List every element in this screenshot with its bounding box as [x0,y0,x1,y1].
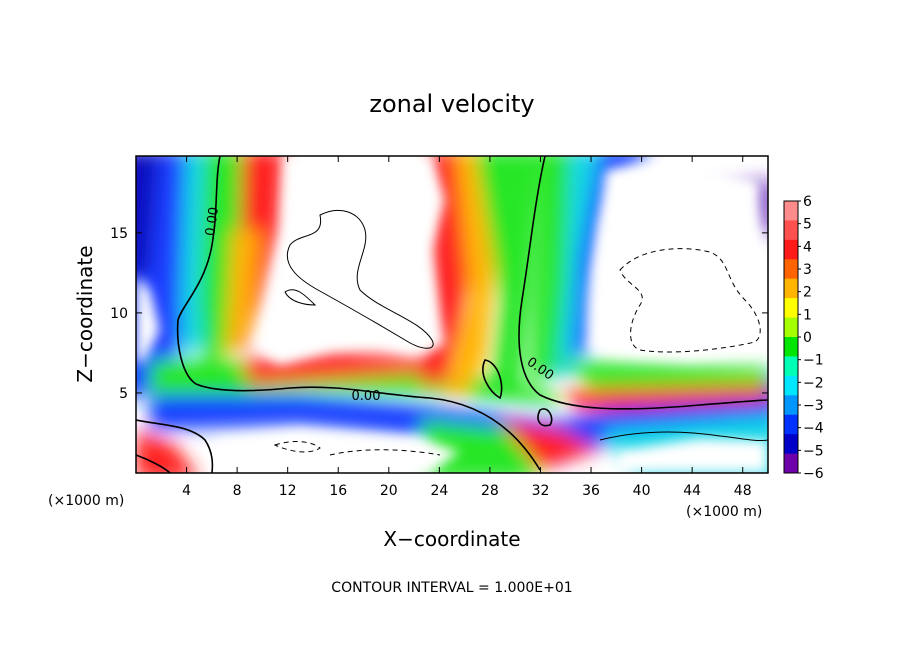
colorbar-segment [784,259,798,280]
x-tick-label: 48 [734,483,752,499]
x-tick-label: 16 [329,483,347,499]
x-tick-label: 24 [430,483,448,499]
colorbar: 6 5 4 3 2 1 0 −1 −2 −3 −4 −5 −6 [783,194,824,482]
colorbar-segment [784,337,798,357]
colorbar-segment [784,220,798,241]
colorbar-tick-label: −2 [803,375,824,391]
contour-interval: CONTOUR INTERVAL = 1.000E+01 [331,580,572,596]
colorbar-tick-label: 2 [803,285,812,301]
x-tick-label: 12 [279,483,297,499]
colorbar-segment [784,414,798,435]
colorbar-tick-label: −5 [803,443,824,459]
y-tick-label: 5 [119,386,128,402]
x-tick-label: 40 [633,483,651,499]
x-tick-label: 20 [380,483,398,499]
x-tick-label: 28 [481,483,499,499]
x-tick-label: 8 [233,483,242,499]
plot-frame [135,155,769,474]
colorbar-tick-label: 3 [803,262,812,278]
colorbar-tick-label: 1 [803,307,812,323]
x-tick-label: 44 [683,483,701,499]
negative-contours [273,248,761,456]
y-tick-label: 10 [110,306,128,322]
x-tick-label: 32 [532,483,550,499]
x-tick-label: 4 [182,483,191,499]
colorbar-tick-label: −3 [803,398,824,414]
contour-label: 0.00 [352,389,381,404]
y-axis-ticks: 5 10 15 [110,226,768,402]
thin-contours [284,210,768,441]
colorbar-segment [784,453,798,474]
colorbar-segment [784,356,798,377]
velocity-field [136,156,768,473]
colorbar-tick-label: −6 [803,466,824,482]
colorbar-tick-label: −1 [803,353,824,369]
colorbar-tick-label: 4 [803,239,812,255]
zero-contours [136,156,768,473]
x-tick-label: 36 [582,483,600,499]
colorbar-tick-label: 5 [803,217,812,233]
y-tick-label: 15 [110,226,128,242]
x-unit-note: (×1000 m) [686,504,762,520]
colorbar-segment [784,375,798,396]
colorbar-segment [784,434,798,455]
colorbar-segment [784,278,798,299]
y-axis-label: Z−coordinate [73,245,97,382]
x-axis-label: X−coordinate [383,527,520,551]
colorbar-tick-label: −4 [803,421,824,437]
colorbar-segment [784,298,798,319]
colorbar-tick-label: 6 [803,194,812,210]
colorbar-segment [784,317,798,338]
plot-area [136,156,768,473]
near-zero-regions [136,156,768,473]
colorbar-segment [784,201,798,221]
y-unit-note: (×1000 m) [48,493,124,509]
colorbar-tick-label: 0 [803,330,812,346]
contour-label: 0.00 [203,206,222,237]
chart-title: zonal velocity [369,90,534,118]
colorbar-segment [784,395,798,416]
x-axis-ticks: 4 8 12 16 20 24 28 32 36 40 44 48 [182,156,752,499]
colorbar-segment [784,239,798,260]
